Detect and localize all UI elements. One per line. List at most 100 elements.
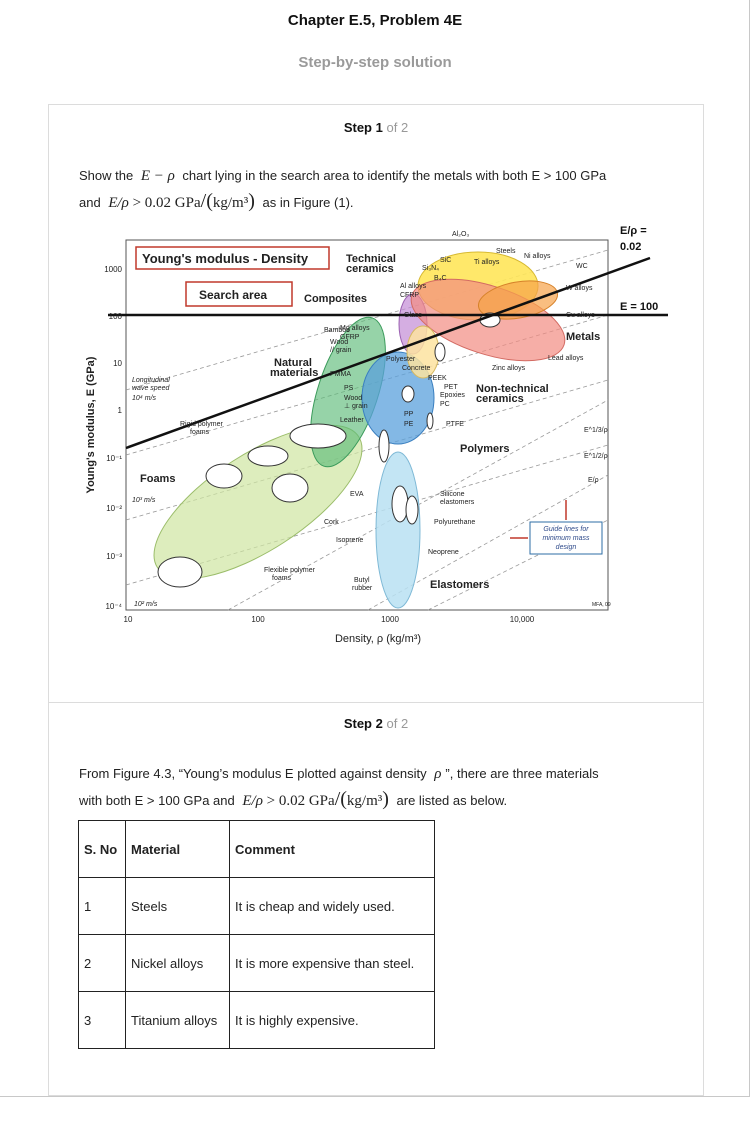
- svg-text:Lead alloys: Lead alloys: [548, 355, 584, 362]
- y-tick-1000: 1000: [104, 265, 122, 274]
- svg-text:WC: WC: [576, 263, 588, 270]
- e-over-rho-line: [125, 256, 651, 450]
- guide-lines-box: [529, 521, 603, 555]
- modulus-density-chart: Young's modulus - Density Search area 10…: [78, 220, 674, 650]
- x-tick-10000: 10,000: [510, 615, 535, 624]
- y-tick-0.0001: 10⁻⁴: [105, 602, 122, 611]
- table-row: 2 Nickel alloys It is more expensive tha…: [78, 934, 435, 992]
- cell-material: Titanium alloys: [125, 991, 230, 1049]
- svg-text:10⁴ m/s: 10⁴ m/s: [132, 395, 157, 402]
- cell-sno: 1: [78, 877, 126, 935]
- svg-text:Butyl: Butyl: [354, 577, 370, 584]
- svg-text:design: design: [556, 544, 577, 551]
- svg-text:PMMA: PMMA: [330, 371, 351, 378]
- svg-text:10³ m/s: 10³ m/s: [132, 497, 156, 504]
- svg-text:Al₂O₃: Al₂O₃: [452, 231, 469, 238]
- chart-svg: Young's modulus - Density Search area 10…: [85, 225, 668, 645]
- svg-text:Epoxies: Epoxies: [440, 392, 465, 399]
- chart-title-box: [135, 246, 330, 270]
- label-elastomers: Elastomers: [430, 579, 489, 591]
- cell-material: Steels: [125, 877, 230, 935]
- x-tick-1000: 1000: [381, 615, 399, 624]
- x-axis-label: Density, ρ (kg/m³): [335, 633, 421, 645]
- table-header-row: S. No Material Comment: [78, 820, 435, 878]
- material-labels: Al₂O₃ Steels SiC Ti alloys Ni alloys B₄C…: [180, 231, 595, 592]
- svg-text:PET: PET: [444, 384, 458, 391]
- label-foams: Foams: [140, 473, 175, 485]
- slope-labels: E^1/3/ρ E^1/2/ρ E/ρ: [584, 427, 608, 484]
- cell-material: Nickel alloys: [125, 934, 230, 992]
- svg-text:Polyester: Polyester: [386, 356, 416, 363]
- svg-text:W alloys: W alloys: [566, 285, 593, 292]
- table-row: 1 Steels It is cheap and widely used.: [78, 877, 435, 935]
- y-tick-100: 100: [109, 312, 123, 321]
- step-1-heading: Step 1 of 2: [343, 120, 409, 135]
- svg-text:Bamboo: Bamboo: [324, 327, 350, 334]
- y-tick-10: 10: [113, 359, 122, 368]
- x-tick-10: 10: [124, 615, 133, 624]
- label-polymers: Polymers: [460, 443, 510, 455]
- e-100-annotation: E = 100: [620, 301, 658, 313]
- cell-comment: It is cheap and widely used.: [229, 877, 435, 935]
- guide-lines-box-text: Guide lines for minimum mass design: [542, 526, 590, 551]
- svg-text:EVA: EVA: [350, 491, 364, 498]
- header-comment: Comment: [229, 820, 435, 878]
- svg-text:GFRP: GFRP: [340, 334, 360, 341]
- svg-text:Ti alloys: Ti alloys: [474, 259, 500, 266]
- step-1-text-line-1: Show the E − ρ chart lying in the search…: [79, 168, 607, 184]
- step-1-text-line-2: and E/ρ > 0.02 GPa/(kg/m³) as in Figure …: [79, 190, 354, 212]
- x-ticks: 10 100 1000 10,000: [124, 615, 535, 624]
- svg-text:Rigid polymer: Rigid polymer: [180, 421, 223, 428]
- svg-text:Glass: Glass: [404, 312, 422, 319]
- svg-text:Leather: Leather: [340, 417, 364, 424]
- svg-text:Al alloys: Al alloys: [400, 283, 427, 290]
- family-labels: Technical ceramics Composites Metals Non…: [140, 253, 600, 591]
- label-metals: Metals: [566, 331, 600, 343]
- wave-speed-labels: Longitudinal wave speed 10⁴ m/s 10³ m/s …: [132, 377, 170, 608]
- y-tick-0.001: 10⁻³: [106, 552, 122, 561]
- svg-text:Guide lines for: Guide lines for: [543, 526, 589, 533]
- x-tick-100: 100: [251, 615, 265, 624]
- svg-text:E/ρ: E/ρ: [588, 477, 599, 484]
- svg-text:CFRP: CFRP: [400, 292, 419, 299]
- e-rho-annotation-line-2: 0.02: [620, 241, 641, 253]
- svg-text:Si₃N₄: Si₃N₄: [422, 265, 439, 272]
- cell-comment: It is highly expensive.: [229, 991, 435, 1049]
- y-axis-label: Young's modulus, E (GPa): [85, 356, 97, 493]
- header-sno: S. No: [78, 820, 126, 878]
- svg-text:rubber: rubber: [352, 585, 373, 592]
- svg-text:foams: foams: [190, 429, 210, 436]
- svg-text:PP: PP: [404, 411, 414, 418]
- chart-title: Young's modulus - Density: [142, 251, 309, 266]
- y-tick-1: 1: [118, 406, 123, 415]
- step-2-heading: Step 2 of 2: [343, 716, 409, 731]
- frame-right-border: [749, 0, 750, 1097]
- svg-text:10² m/s: 10² m/s: [134, 601, 158, 608]
- svg-text:// grain: // grain: [330, 347, 352, 354]
- svg-text:Longitudinal: Longitudinal: [132, 377, 170, 384]
- step-divider: [49, 702, 703, 703]
- step-2-text-line-2: with both E > 100 GPa and E/ρ > 0.02 GPa…: [79, 788, 508, 810]
- y-ticks: 1000 100 10 1 10⁻¹ 10⁻² 10⁻³ 10⁻⁴: [104, 265, 122, 611]
- svg-text:Isoprene: Isoprene: [336, 537, 363, 544]
- svg-text:Cork: Cork: [324, 519, 339, 526]
- label-natural-1: Natural: [274, 357, 312, 369]
- svg-text:Zinc alloys: Zinc alloys: [492, 365, 526, 372]
- search-area-label: Search area: [199, 288, 267, 302]
- materials-table: S. No Material Comment 1 Steels It is ch…: [78, 820, 435, 1049]
- svg-text:PC: PC: [440, 401, 450, 408]
- svg-text:Flexible polymer: Flexible polymer: [264, 567, 316, 574]
- svg-text:elastomers: elastomers: [440, 499, 475, 506]
- svg-text:SiC: SiC: [440, 257, 451, 264]
- e-rho-annotation-line-1: E/ρ =: [620, 225, 647, 237]
- chart-credit: MFA, 09: [592, 602, 611, 608]
- svg-text:Silicone: Silicone: [440, 491, 465, 498]
- svg-text:Cu alloys: Cu alloys: [566, 312, 595, 319]
- y-tick-0.1: 10⁻¹: [106, 454, 122, 463]
- page-title: Chapter E.5, Problem 4E: [287, 12, 463, 29]
- label-technical-ceramics-1: Technical: [346, 253, 396, 265]
- cell-comment: It is more expensive than steel.: [229, 934, 435, 992]
- svg-text:⊥ grain: ⊥ grain: [344, 403, 368, 410]
- step-2-text-line-1: From Figure 4.3, “Young’s modulus E plot…: [79, 766, 599, 782]
- cell-sno: 3: [78, 991, 126, 1049]
